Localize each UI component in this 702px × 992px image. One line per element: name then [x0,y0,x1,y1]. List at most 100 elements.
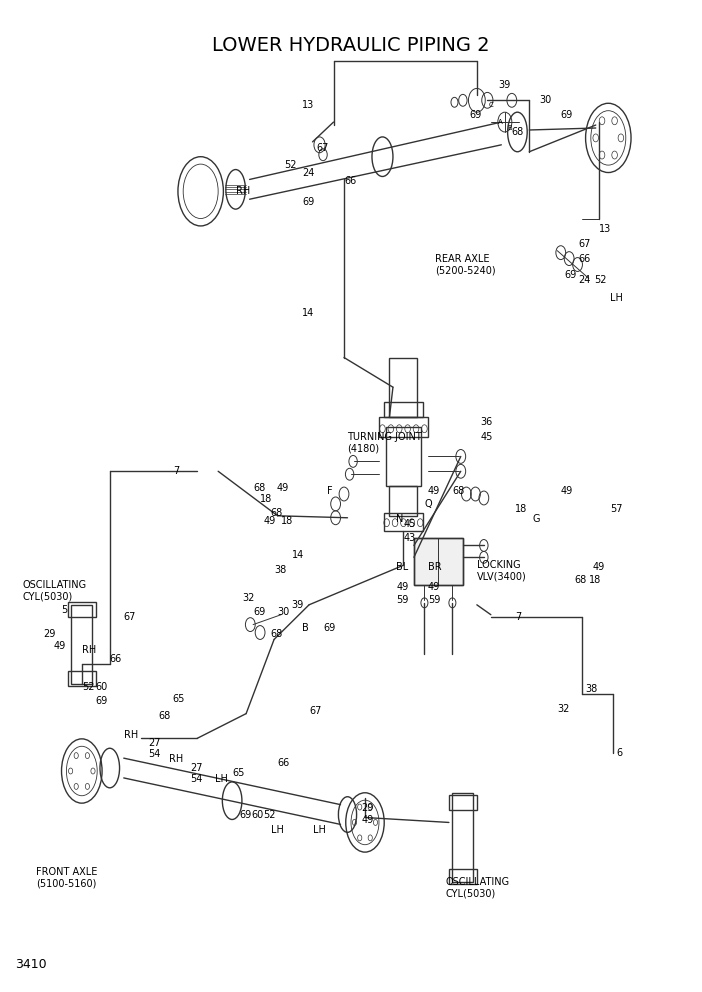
Text: G: G [533,514,541,524]
Text: 69: 69 [564,271,576,281]
Text: 43: 43 [404,533,416,543]
Bar [390,486,418,516]
Bar [390,357,418,417]
Text: 60: 60 [252,809,264,819]
Text: 49: 49 [276,483,289,493]
Text: 27: 27 [148,738,161,748]
Bar [386,427,421,486]
Text: 49: 49 [54,642,66,652]
Text: 7: 7 [173,466,179,476]
Text: 65: 65 [173,693,185,703]
Text: 68: 68 [253,483,265,493]
Text: LH: LH [312,825,326,835]
Text: 67: 67 [316,143,329,153]
Text: 24: 24 [302,168,314,178]
Text: 18: 18 [281,516,293,526]
Text: 45: 45 [480,432,493,441]
Text: RH: RH [236,186,250,196]
Text: OSCILLATING
CYL(5030): OSCILLATING CYL(5030) [22,580,86,602]
Text: RH: RH [169,754,183,764]
Bar [449,795,477,809]
Text: 49: 49 [561,486,573,496]
Bar [452,793,473,882]
Text: BL: BL [397,562,409,572]
Text: 69: 69 [470,110,482,120]
Text: 29: 29 [44,630,55,640]
Text: BR: BR [428,562,442,572]
Bar [414,538,463,585]
Text: 18: 18 [515,504,528,514]
Text: 66: 66 [578,254,590,264]
Text: 68: 68 [452,486,465,496]
Bar [449,869,477,884]
Text: 13: 13 [600,224,611,234]
Text: 38: 38 [274,565,286,575]
Text: 49: 49 [428,582,440,592]
Text: 54: 54 [148,749,161,759]
Bar [72,605,92,683]
Text: 36: 36 [480,417,493,427]
Text: 5: 5 [61,605,67,615]
Text: 30: 30 [540,95,552,105]
Text: 52: 52 [284,160,297,170]
Text: 59: 59 [428,595,440,605]
Text: 69: 69 [95,695,108,705]
Text: 32: 32 [243,593,255,603]
Text: 49: 49 [592,562,604,572]
Text: 69: 69 [302,197,314,207]
Text: 59: 59 [397,595,409,605]
Bar [384,402,423,417]
Text: 27: 27 [190,763,203,773]
Text: 69: 69 [239,809,251,819]
Text: RH: RH [82,646,96,656]
Text: 68: 68 [270,508,283,518]
Text: 14: 14 [291,551,304,560]
Text: Q: Q [425,499,432,509]
Text: A: A [498,119,503,125]
Text: 68: 68 [159,710,171,720]
Text: 68: 68 [270,630,283,640]
Text: 60: 60 [95,682,108,691]
Bar [414,538,463,585]
Text: 30: 30 [277,607,290,617]
Text: F: F [326,486,332,496]
Text: 18: 18 [589,575,601,585]
Text: RH: RH [124,730,138,740]
Bar [68,602,95,617]
Text: 49: 49 [263,516,276,526]
Text: 65: 65 [232,768,244,778]
Text: 52: 52 [82,682,94,691]
Bar [379,417,428,436]
Text: 66: 66 [344,177,356,186]
Text: FRONT AXLE
(5100-5160): FRONT AXLE (5100-5160) [37,867,98,889]
Text: 32: 32 [557,703,569,713]
Text: 14: 14 [302,308,314,318]
Text: LOCKING
VLV(3400): LOCKING VLV(3400) [477,560,526,582]
Text: 45: 45 [404,519,416,529]
Text: 66: 66 [277,758,290,768]
Text: 49: 49 [397,582,409,592]
Text: LOWER HYDRAULIC PIPING 2: LOWER HYDRAULIC PIPING 2 [212,36,490,55]
Text: 29: 29 [362,803,374,812]
Text: 3410: 3410 [15,958,47,971]
Text: OSCILLATING
CYL(5030): OSCILLATING CYL(5030) [445,877,510,899]
Text: 67: 67 [578,239,590,249]
Text: 69: 69 [561,110,573,120]
Text: 54: 54 [190,774,203,784]
Text: 67: 67 [124,612,136,622]
Text: 49: 49 [428,486,440,496]
Text: B: B [302,623,309,633]
Text: LH: LH [270,825,284,835]
Text: 57: 57 [610,504,622,514]
Text: 18: 18 [260,494,272,504]
Text: 69: 69 [323,623,336,633]
Text: 38: 38 [585,683,597,693]
Text: LH: LH [610,294,623,304]
Text: 68: 68 [512,127,524,137]
Text: LH: LH [215,774,227,784]
Text: 52: 52 [595,276,607,286]
Text: 7: 7 [515,612,522,622]
Text: C: C [489,102,494,108]
Text: 24: 24 [578,276,590,286]
Text: 52: 52 [263,809,276,819]
